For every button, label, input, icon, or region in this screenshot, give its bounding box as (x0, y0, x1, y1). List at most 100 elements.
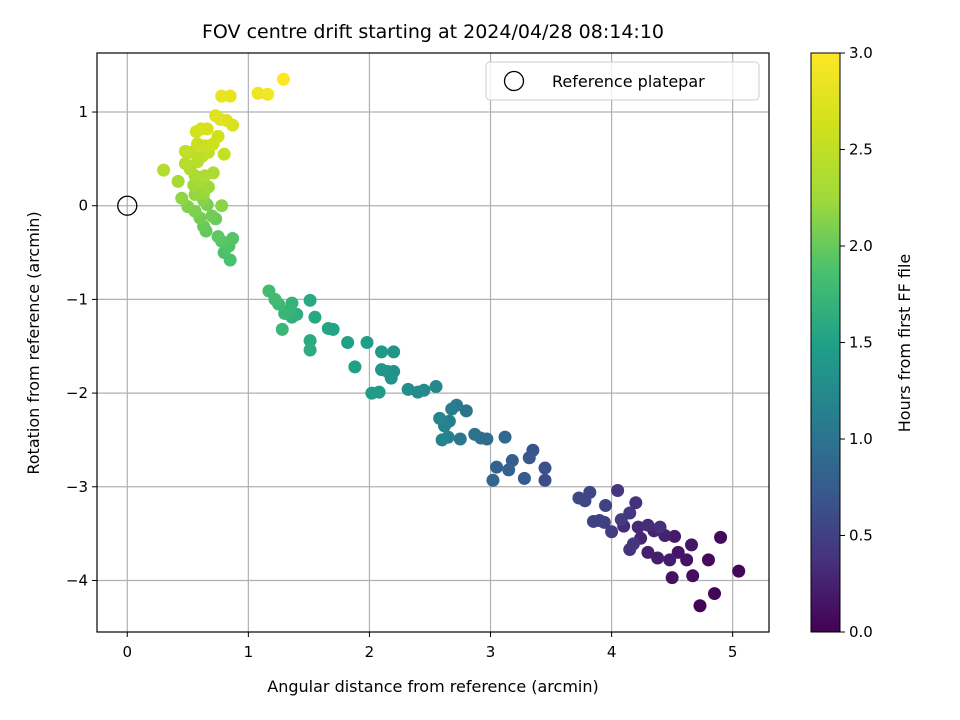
data-point (701, 553, 715, 567)
data-point (275, 322, 289, 336)
colorbar-tick-label: 0.0 (849, 623, 873, 641)
data-point (211, 129, 225, 143)
data-point (445, 402, 459, 416)
data-points (157, 72, 746, 613)
data-point (321, 321, 335, 335)
data-point (365, 386, 379, 400)
data-point (360, 336, 374, 349)
data-point (435, 433, 449, 447)
data-point (198, 169, 212, 183)
data-point (261, 87, 275, 101)
data-point (401, 382, 415, 396)
data-point (538, 473, 552, 487)
data-point (251, 86, 265, 100)
data-point (653, 520, 667, 534)
data-point (303, 293, 317, 307)
data-point (671, 545, 685, 559)
data-point (732, 564, 746, 578)
data-point (429, 380, 443, 394)
data-point (680, 553, 694, 567)
data-point (626, 537, 640, 551)
data-point (171, 174, 185, 188)
data-point (157, 163, 171, 177)
colorbar: 0.0 0.5 1.0 1.5 2.0 2.5 3.0 Hours from first F… (810, 44, 914, 641)
x-tick-label: 1 (244, 643, 254, 661)
data-point (685, 538, 699, 552)
data-point (175, 191, 189, 205)
data-point (341, 336, 355, 349)
x-axis-ticks: 0 1 2 3 4 5 (122, 632, 737, 661)
legend-marker-open-circle (503, 70, 525, 92)
data-point (303, 343, 317, 357)
colorbar-label: Hours from first FF file (895, 254, 914, 433)
y-tick-label: −2 (66, 384, 88, 402)
data-point (572, 491, 586, 505)
data-point (262, 284, 276, 298)
data-point (459, 404, 473, 418)
y-tick-label: −3 (66, 478, 88, 496)
data-point (453, 432, 467, 446)
data-point (641, 545, 655, 559)
data-point (599, 499, 613, 513)
colorbar-tick-label: 3.0 (849, 44, 873, 62)
data-point (178, 144, 192, 158)
data-point (214, 113, 228, 127)
data-point (433, 411, 447, 425)
colorbar-ticks: 0.0 0.5 1.0 1.5 2.0 2.5 3.0 (840, 44, 873, 641)
data-point (278, 306, 292, 320)
reference-point (117, 195, 138, 216)
data-point (611, 484, 625, 498)
data-point (714, 530, 728, 544)
data-point (211, 230, 225, 244)
y-axis-ticks: −4 −3 −2 −1 0 1 (66, 103, 97, 589)
data-point (215, 89, 229, 103)
colorbar-gradient (810, 52, 841, 633)
colorbar-tick-label: 2.5 (849, 141, 873, 159)
x-tick-label: 5 (728, 643, 738, 661)
data-point (605, 525, 619, 539)
data-point (205, 209, 219, 223)
data-point (498, 430, 512, 444)
reference-marker (117, 195, 138, 216)
data-point (668, 529, 682, 543)
data-point (375, 345, 389, 359)
data-point (200, 122, 214, 136)
y-axis-label: Rotation from reference (arcmin) (24, 211, 43, 474)
data-point (586, 514, 600, 528)
data-point (486, 473, 500, 487)
data-point (217, 147, 231, 161)
data-point (348, 360, 362, 374)
legend-label: Reference platepar (552, 72, 705, 91)
data-point (538, 461, 552, 475)
data-point (190, 137, 204, 151)
data-point (490, 460, 504, 474)
data-point (178, 157, 192, 171)
data-point (522, 451, 536, 465)
colorbar-tick-label: 2.0 (849, 237, 873, 255)
data-point (276, 72, 290, 86)
y-tick-label: −1 (66, 290, 88, 308)
data-point (375, 363, 389, 377)
data-point (387, 345, 401, 359)
data-point (308, 310, 322, 324)
data-point (303, 334, 317, 348)
colorbar-tick-label: 1.0 (849, 430, 873, 448)
data-point (693, 599, 707, 613)
data-point (686, 569, 700, 583)
legend: Reference platepar (485, 61, 760, 101)
chart-title: FOV centre drift starting at 2024/04/28 … (202, 21, 664, 43)
y-tick-label: −4 (66, 571, 88, 589)
legend-box (485, 61, 760, 101)
colorbar-tick-label: 0.5 (849, 527, 873, 545)
data-point (631, 520, 645, 534)
y-tick-label: 0 (78, 197, 88, 215)
x-tick-label: 4 (607, 643, 617, 661)
data-point (517, 471, 531, 485)
x-tick-label: 0 (122, 643, 132, 661)
x-tick-label: 3 (486, 643, 496, 661)
data-point (629, 496, 643, 510)
data-point (641, 518, 655, 532)
data-point (663, 553, 677, 567)
data-point (708, 587, 722, 601)
